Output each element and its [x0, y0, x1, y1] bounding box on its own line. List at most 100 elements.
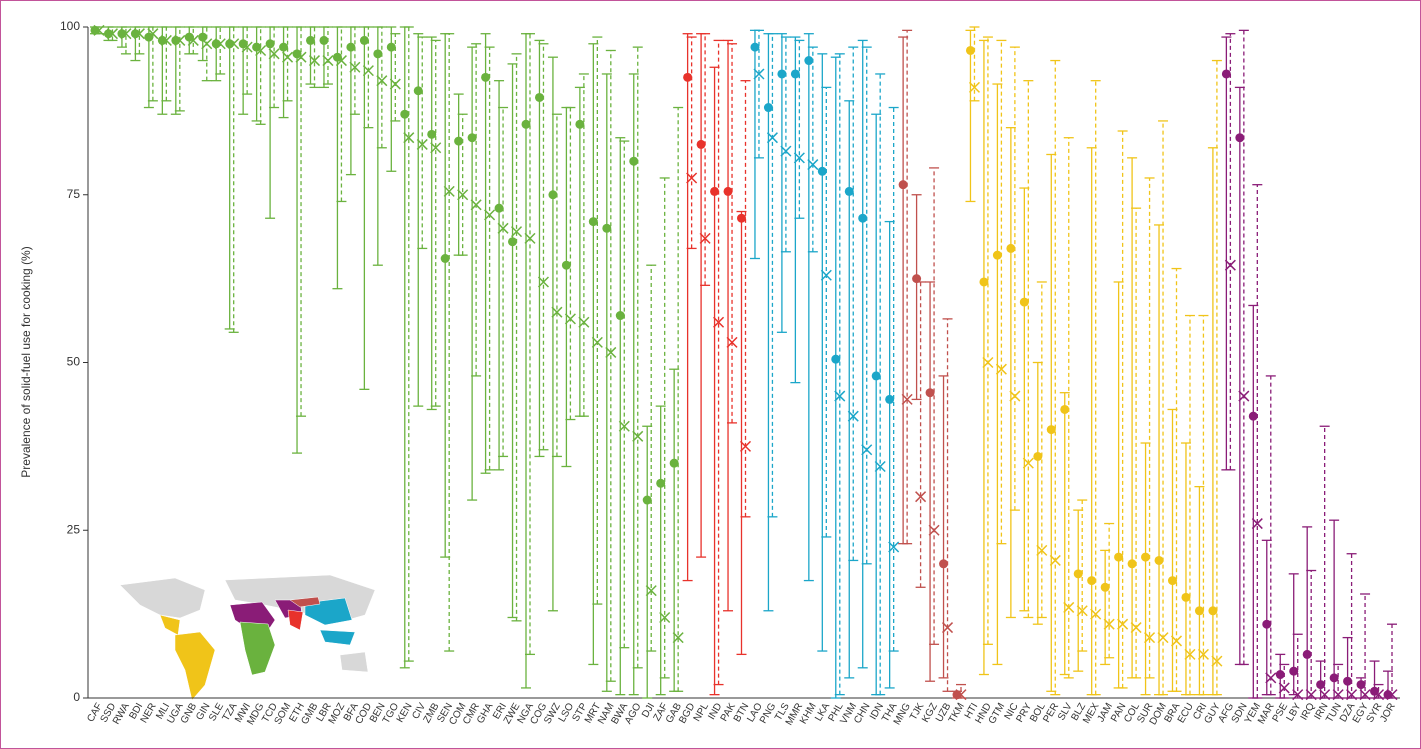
cross-marker	[928, 524, 940, 536]
cross-marker	[537, 276, 549, 288]
dot-marker	[440, 253, 450, 263]
cross-marker	[713, 316, 725, 328]
dot-marker	[1275, 670, 1285, 680]
dot-marker	[777, 69, 787, 79]
dot-marker	[1019, 297, 1029, 307]
cross-marker	[1076, 605, 1088, 617]
cross-marker	[389, 78, 401, 90]
dot-marker	[454, 136, 464, 146]
x-tick-label: JOR	[1378, 701, 1398, 724]
dot-marker	[831, 354, 841, 364]
dot-marker	[184, 32, 194, 42]
cross-marker	[362, 65, 374, 77]
dot-marker	[1383, 690, 1393, 700]
dot-marker	[939, 559, 949, 569]
cross-marker	[874, 460, 886, 473]
dot-marker	[1235, 133, 1245, 143]
cross-marker	[564, 313, 576, 325]
cross-marker	[780, 145, 792, 157]
cross-marker	[1292, 689, 1304, 701]
cross-marker	[484, 209, 496, 221]
cross-marker	[1157, 632, 1169, 644]
dot-marker	[683, 72, 693, 82]
cross-marker	[888, 541, 900, 553]
y-tick-label: 50	[67, 355, 81, 369]
dot-marker	[238, 39, 248, 49]
dot-marker	[965, 45, 975, 55]
dot-marker	[588, 217, 598, 227]
cross-marker	[618, 420, 630, 432]
dot-marker	[602, 223, 612, 233]
cross-marker	[1319, 689, 1331, 701]
dot-marker	[696, 139, 706, 149]
dot-marker	[1087, 576, 1097, 586]
dot-marker	[629, 156, 639, 166]
dot-marker	[1100, 582, 1110, 592]
cross-marker	[1009, 390, 1021, 402]
cross-marker	[861, 444, 873, 456]
cross-marker	[497, 222, 509, 234]
dot-marker	[858, 213, 868, 223]
dot-marker	[1262, 619, 1272, 629]
cross-marker	[349, 61, 361, 73]
cross-marker	[1211, 655, 1223, 667]
cross-marker	[416, 138, 428, 150]
cross-marker	[915, 491, 927, 503]
cross-marker	[591, 336, 603, 348]
dot-marker	[1221, 69, 1231, 79]
cross-marker	[753, 68, 765, 80]
dot-marker	[117, 29, 127, 39]
cross-marker	[766, 132, 778, 144]
dot-marker	[1046, 425, 1056, 435]
dot-marker	[844, 186, 854, 196]
dot-marker	[198, 32, 208, 42]
cross-marker	[1278, 682, 1290, 694]
cross-marker	[1265, 672, 1277, 684]
dot-marker	[1248, 411, 1258, 421]
cross-marker	[1305, 689, 1317, 701]
dot-marker	[561, 260, 571, 270]
dot-marker	[912, 274, 922, 284]
dot-marker	[225, 39, 235, 49]
dot-marker	[710, 186, 720, 196]
dot-marker	[157, 35, 167, 45]
dot-marker	[979, 277, 989, 287]
dot-marker	[925, 388, 935, 398]
cross-marker	[403, 132, 415, 144]
dot-marker	[90, 25, 100, 35]
cross-marker	[1049, 554, 1061, 566]
dot-marker	[723, 186, 733, 196]
dot-marker	[413, 86, 423, 96]
dot-marker	[144, 32, 154, 42]
dot-marker	[467, 133, 477, 143]
dot-marker	[817, 166, 827, 176]
dot-marker	[521, 119, 531, 129]
dot-marker	[737, 213, 746, 223]
dot-marker	[494, 203, 504, 213]
dot-marker	[400, 109, 410, 119]
dot-marker	[1127, 559, 1137, 569]
dot-marker	[211, 39, 221, 49]
cross-marker	[457, 189, 469, 201]
dot-marker	[871, 371, 881, 381]
cross-marker	[605, 346, 617, 358]
cross-marker	[376, 75, 388, 87]
dot-marker	[656, 478, 666, 488]
cross-marker	[645, 585, 657, 597]
cross-marker	[1346, 689, 1358, 701]
y-tick-label: 0	[73, 690, 80, 704]
cross-marker	[820, 269, 832, 281]
dot-marker	[898, 180, 908, 190]
dot-marker	[534, 92, 544, 102]
cross-marker	[1144, 632, 1156, 644]
cross-marker	[1251, 518, 1263, 530]
cross-marker	[982, 356, 994, 369]
dot-marker	[1208, 606, 1218, 616]
dot-marker	[1343, 676, 1353, 686]
cross-marker	[1359, 689, 1371, 701]
cross-marker	[1036, 544, 1048, 556]
cross-marker	[443, 185, 455, 197]
dot-marker	[1060, 404, 1070, 414]
y-tick-label: 75	[67, 187, 81, 201]
